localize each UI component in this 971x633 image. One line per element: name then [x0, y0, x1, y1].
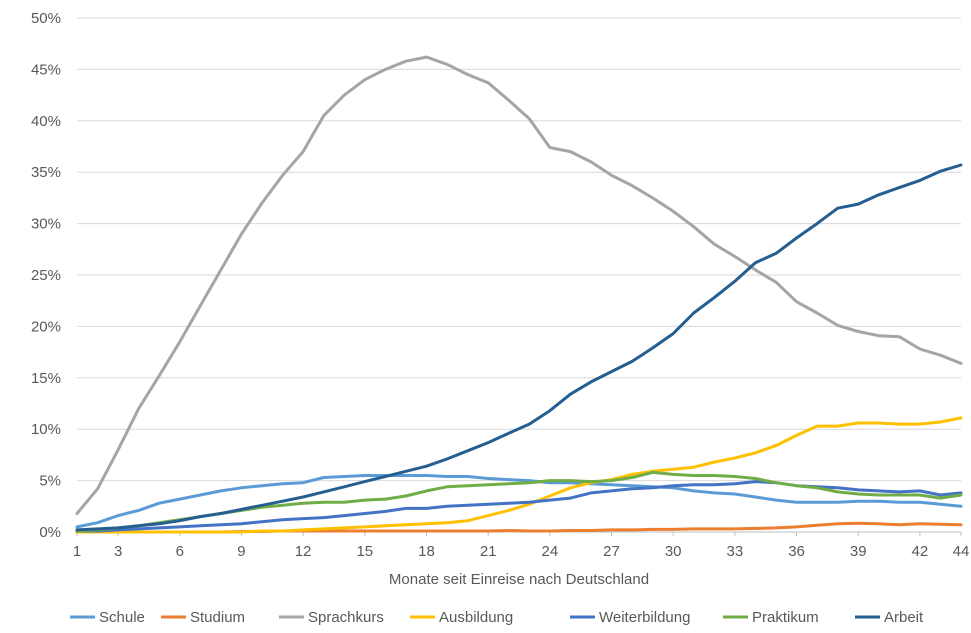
y-axis-tick-labels: 0% 5% 10% 15% 20% 25% 30% 35% 40% 45% 50%	[31, 10, 61, 541]
x-tick-label: 12	[295, 543, 312, 560]
legend: Schule Studium Sprachkurs Ausbildung Weiterb…	[70, 609, 924, 626]
x-tick-label: 44	[953, 543, 970, 560]
series-line-sprachkurs	[75, 55, 963, 515]
legend-label-ausbildung: Ausbildung	[439, 609, 513, 626]
legend-label-studium: Studium	[190, 609, 245, 626]
series-line-schule	[75, 474, 963, 529]
y-tick-label: 45%	[31, 61, 61, 78]
x-tick-label: 21	[480, 543, 497, 560]
x-tick-label: 33	[727, 543, 744, 560]
x-tick-label: 24	[541, 543, 558, 560]
y-tick-label: 50%	[31, 10, 61, 27]
series-lines	[75, 55, 963, 534]
x-tick-label: 3	[114, 543, 122, 560]
x-tick-label: 39	[850, 543, 867, 560]
series-line-arbeit	[75, 163, 963, 532]
legend-label-sprachkurs: Sprachkurs	[308, 609, 384, 626]
y-tick-label: 15%	[31, 370, 61, 387]
legend-label-schule: Schule	[99, 609, 145, 626]
x-tick-label: 9	[237, 543, 245, 560]
y-tick-label: 25%	[31, 267, 61, 284]
x-tick-label: 36	[788, 543, 805, 560]
x-tick-label: 30	[665, 543, 682, 560]
x-axis-tick-labels: 1 3 6 9 12 15 18 21 24 27 30 33 36 39 42 44	[73, 532, 970, 560]
x-tick-label: 6	[176, 543, 184, 560]
x-tick-label: 42	[912, 543, 929, 560]
y-tick-label: 40%	[31, 113, 61, 130]
series-line-ausbildung	[75, 416, 963, 534]
y-tick-label: 0%	[39, 524, 61, 541]
x-tick-label: 18	[418, 543, 435, 560]
x-axis-title: Monate seit Einreise nach Deutschland	[389, 571, 649, 588]
x-tick-label: 15	[356, 543, 373, 560]
legend-label-praktikum: Praktikum	[752, 609, 819, 626]
legend-label-weiterbildung: Weiterbildung	[599, 609, 690, 626]
y-tick-label: 20%	[31, 318, 61, 335]
y-tick-label: 30%	[31, 216, 61, 233]
gridlines	[77, 17, 961, 482]
legend-label-arbeit: Arbeit	[884, 609, 924, 626]
x-tick-label: 27	[603, 543, 620, 560]
y-tick-label: 10%	[31, 421, 61, 438]
x-tick-label: 1	[73, 543, 81, 560]
y-tick-label: 5%	[39, 473, 61, 490]
y-tick-label: 35%	[31, 164, 61, 181]
